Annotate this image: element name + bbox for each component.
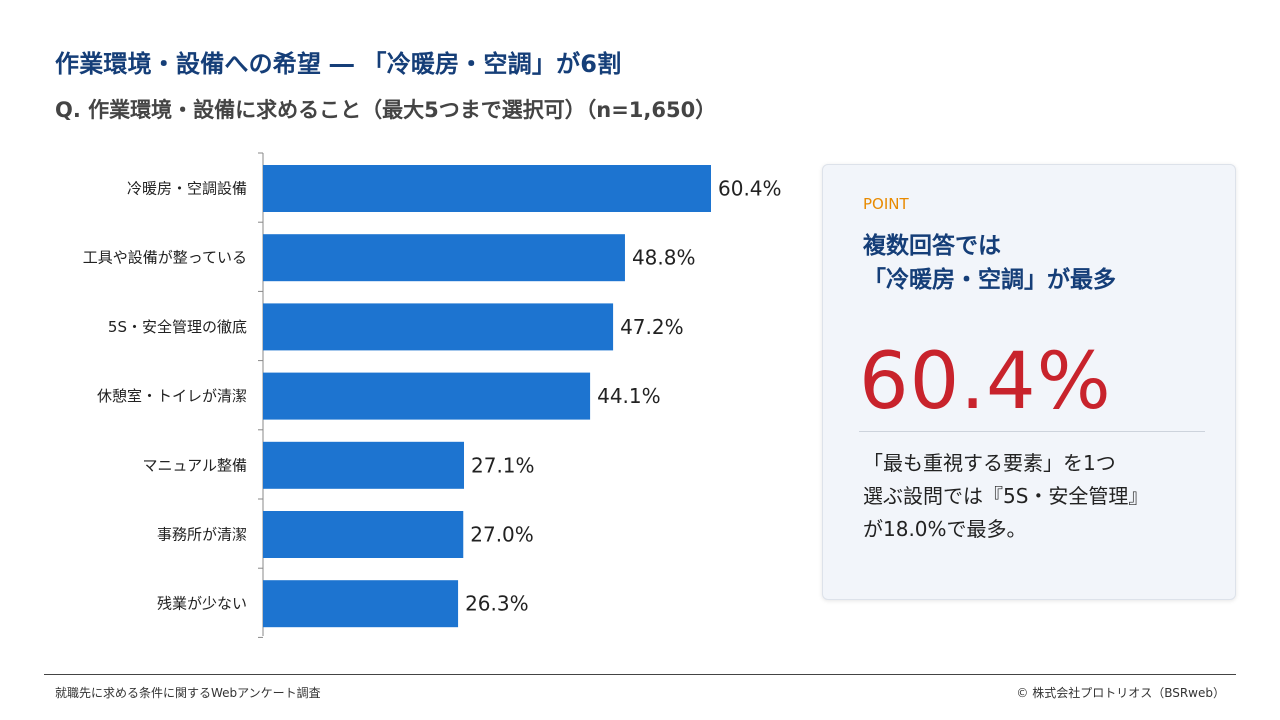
point-divider <box>859 431 1205 432</box>
footer-divider <box>44 674 1236 675</box>
point-highlight-value: 60.4% <box>859 337 1112 427</box>
bar <box>263 234 625 282</box>
point-card: POINT 複数回答では 「冷暖房・空調」が最多 60.4% 「最も重視する要素… <box>822 164 1236 600</box>
value-label: 27.1% <box>471 453 535 477</box>
category-label: 残業が少ない <box>157 595 247 613</box>
point-note-line1: 「最も重視する要素」を1つ <box>863 451 1116 475</box>
value-label: 60.4% <box>718 177 782 201</box>
value-label: 48.8% <box>632 246 696 270</box>
bar <box>263 511 464 558</box>
point-note-line3: が18.0%で最多。 <box>863 517 1027 541</box>
point-note: 「最も重視する要素」を1つ 選ぶ設問では『5S・安全管理』 が18.0%で最多。 <box>863 447 1213 546</box>
bar <box>263 441 465 489</box>
value-label: 26.3% <box>465 592 529 616</box>
category-label: 冷暖房・空調設備 <box>127 180 247 198</box>
category-label: 工具や設備が整っている <box>83 249 247 267</box>
value-label: 44.1% <box>597 384 661 408</box>
bar-chart: 冷暖房・空調設備 60.4% 工具や設備が整っている 48.8% 5S・安全管理の徹底 4… <box>83 152 782 638</box>
page-title: 作業環境・設備への希望 ― 「冷暖房・空調」が6割 <box>55 50 622 78</box>
category-label: マニュアル整備 <box>142 456 247 474</box>
bar <box>263 303 614 351</box>
value-label: 27.0% <box>470 523 534 547</box>
point-heading-line1: 複数回答では <box>863 233 1001 259</box>
value-label: 47.2% <box>620 315 684 339</box>
point-label: POINT <box>863 195 909 213</box>
category-label: 5S・安全管理の徹底 <box>108 318 247 336</box>
footer-source: 就職先に求める条件に関するWebアンケート調査 <box>55 686 321 700</box>
bar <box>263 580 459 628</box>
point-heading: 複数回答では 「冷暖房・空調」が最多 <box>863 229 1203 297</box>
category-label: 事務所が清潔 <box>157 526 247 544</box>
bar <box>263 372 591 420</box>
footer-copyright: © 株式会社プロトリオス（BSRweb） <box>1016 686 1225 700</box>
bar <box>263 165 711 212</box>
question-subtitle: Q. 作業環境・設備に求めること（最大5つまで選択可）（n=1,650） <box>55 98 717 122</box>
point-heading-line2: 「冷暖房・空調」が最多 <box>863 267 1116 293</box>
point-note-line2: 選ぶ設問では『5S・安全管理』 <box>863 484 1149 508</box>
category-label: 休憩室・トイレが清潔 <box>97 387 247 405</box>
